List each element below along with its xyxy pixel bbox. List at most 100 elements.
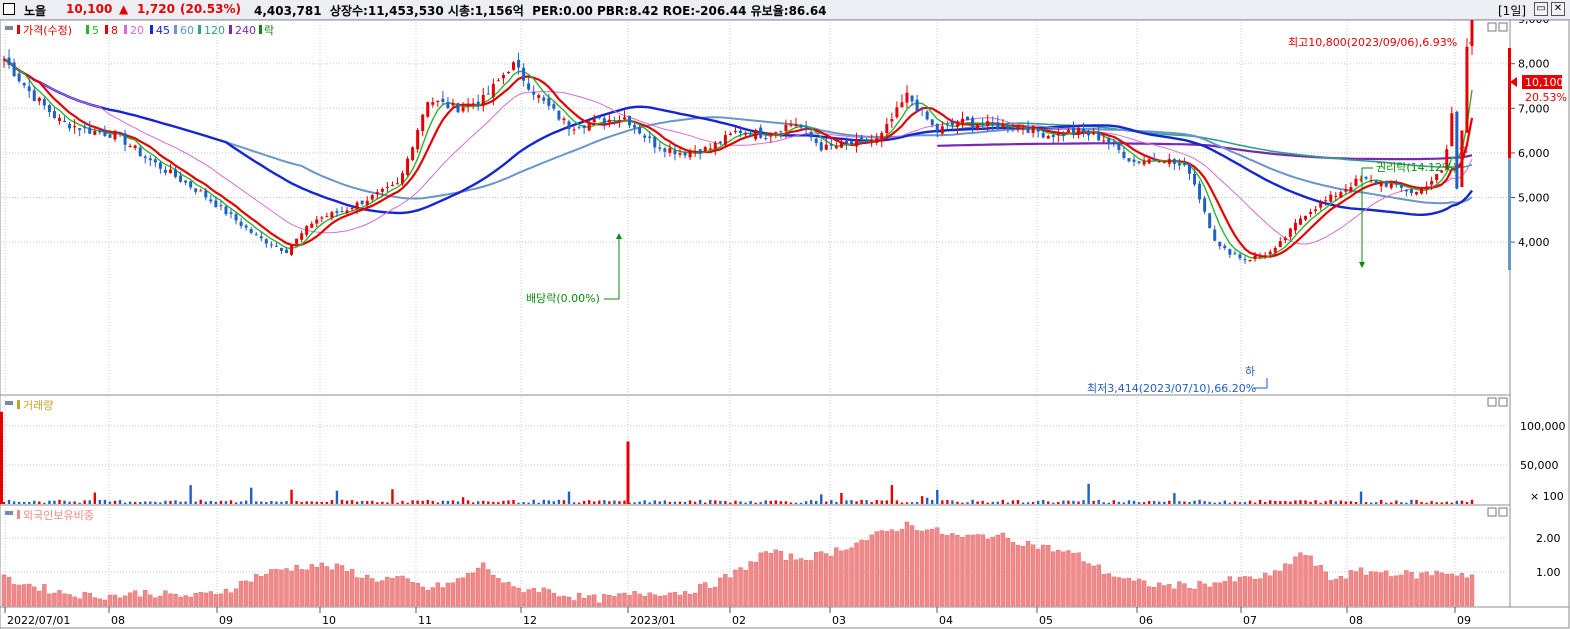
foreign-ratio-bar — [203, 592, 208, 607]
candle-body — [915, 99, 919, 112]
candle-body — [547, 98, 551, 106]
foreign-ratio-bar — [1308, 555, 1313, 607]
volume-bar — [1334, 501, 1337, 504]
volume-bar — [1299, 500, 1302, 504]
panel-controls[interactable] — [1487, 22, 1508, 517]
volume-bar — [1445, 501, 1448, 504]
stock-chart[interactable]: 2022/07/01 08 09 10 11 12 2023/01 02 03 04 05 06 07 0… — [0, 20, 1570, 629]
volume-bar — [1198, 499, 1201, 504]
foreign-ratio-bar — [1454, 575, 1460, 607]
foreign-ratio-bar — [919, 530, 925, 607]
foreign-ratio-bar — [768, 553, 773, 607]
candle-body — [1107, 138, 1111, 144]
candle-body — [416, 130, 420, 150]
foreign-ratio-bar — [622, 592, 627, 607]
candle-body — [143, 156, 147, 159]
volume-bar — [1203, 501, 1206, 504]
foreign-ratio-bar — [1288, 564, 1293, 607]
volume-bar — [1319, 502, 1322, 504]
volume-bar — [653, 500, 656, 504]
volume-bar — [613, 500, 616, 504]
foreign-ratio-bar — [1056, 549, 1061, 607]
volume-bar — [1052, 502, 1055, 504]
candle-body — [446, 101, 450, 109]
candle-body — [355, 202, 359, 210]
volume-bar — [1173, 493, 1176, 504]
close-icon[interactable]: ✕ — [1551, 2, 1565, 16]
volume-bar — [522, 502, 525, 504]
candle-body — [622, 117, 626, 120]
candle-body — [1389, 183, 1393, 188]
foreign-ratio-bar — [713, 586, 718, 607]
foreign-ratio-bar — [1212, 582, 1217, 607]
candle-body — [723, 135, 727, 145]
candle-body — [148, 158, 152, 161]
foreign-ratio-bar — [72, 596, 77, 607]
volume-bar — [1218, 502, 1221, 504]
foreign-ratio-bar — [460, 577, 466, 607]
volume-bar — [310, 501, 313, 504]
volume-bar — [1238, 502, 1242, 504]
candle-body — [850, 141, 854, 145]
foreign-ratio-bar — [571, 600, 577, 607]
foreign-ratio-bar — [122, 595, 128, 607]
foreign-ratio-bar — [703, 582, 708, 607]
volume-bar — [260, 501, 263, 504]
volume-bar — [547, 500, 551, 504]
candle-body — [37, 97, 41, 102]
period-selector[interactable]: [1일] — [1498, 4, 1527, 18]
candle-body — [522, 67, 526, 81]
volume-bar — [17, 501, 21, 504]
foreign-ratio-bar — [955, 535, 960, 607]
foreign-ratio-bar — [1157, 582, 1162, 607]
volume-bar — [1021, 502, 1025, 504]
foreign-ratio-bar — [975, 534, 980, 607]
month-label: 04 — [939, 614, 953, 627]
foreign-ratio-bar — [1298, 552, 1303, 607]
select-checkbox[interactable] — [3, 3, 15, 15]
volume-tick-label: 50,000 — [1520, 459, 1559, 472]
foreign-ratio-bar — [1076, 552, 1081, 607]
candle-body — [693, 151, 697, 153]
ma20-line — [3, 58, 1473, 245]
foreign-ratio-bar — [1459, 573, 1465, 607]
candle-body — [728, 133, 732, 136]
candle-body — [57, 118, 61, 122]
foreign-ratio-bar — [168, 593, 173, 607]
volume-bar — [618, 501, 621, 504]
foreign-ratio-bar — [950, 533, 955, 607]
candle-body — [517, 59, 521, 68]
candle-body — [1137, 161, 1141, 163]
foreign-ratio-bar — [844, 549, 849, 607]
foreign-ratio-bar — [1111, 576, 1117, 607]
maximize-icon[interactable]: ▭ — [1534, 2, 1548, 16]
foreign-ratio-bar — [138, 596, 143, 607]
candle-body — [638, 127, 642, 134]
month-label: 06 — [1139, 614, 1153, 627]
foreign-ratio-bar — [420, 586, 425, 607]
volume-bar — [436, 502, 440, 504]
foreign-ratio-bar — [188, 596, 193, 607]
foreign-ratio-bar — [1086, 563, 1091, 607]
candle-body — [1440, 170, 1444, 173]
candle-body — [7, 57, 11, 65]
foreign-ratio-bar — [672, 591, 678, 607]
foreign-ratio-bar — [692, 592, 698, 607]
volume-bar — [179, 501, 182, 504]
foreign-ratio-bar — [193, 593, 198, 607]
foreign-ratio-bar — [102, 599, 108, 607]
month-label: 09 — [219, 614, 233, 627]
foreign-ratio-bar — [1071, 553, 1076, 607]
volume-bar — [1374, 502, 1378, 504]
foreign-ratio-bar — [450, 582, 456, 607]
candle-body — [1187, 164, 1191, 174]
foreign-ratio-bar — [486, 569, 491, 607]
foreign-ratio-bar — [662, 595, 668, 607]
volume-bar — [961, 502, 964, 504]
price-tick-label: 9,000 — [1518, 20, 1550, 26]
foreign-ratio-bar — [874, 531, 879, 607]
foreign-ratio-bar — [561, 595, 567, 607]
volume-bar — [229, 500, 233, 504]
volume-bar — [1127, 500, 1131, 504]
candle-body — [1046, 135, 1050, 139]
